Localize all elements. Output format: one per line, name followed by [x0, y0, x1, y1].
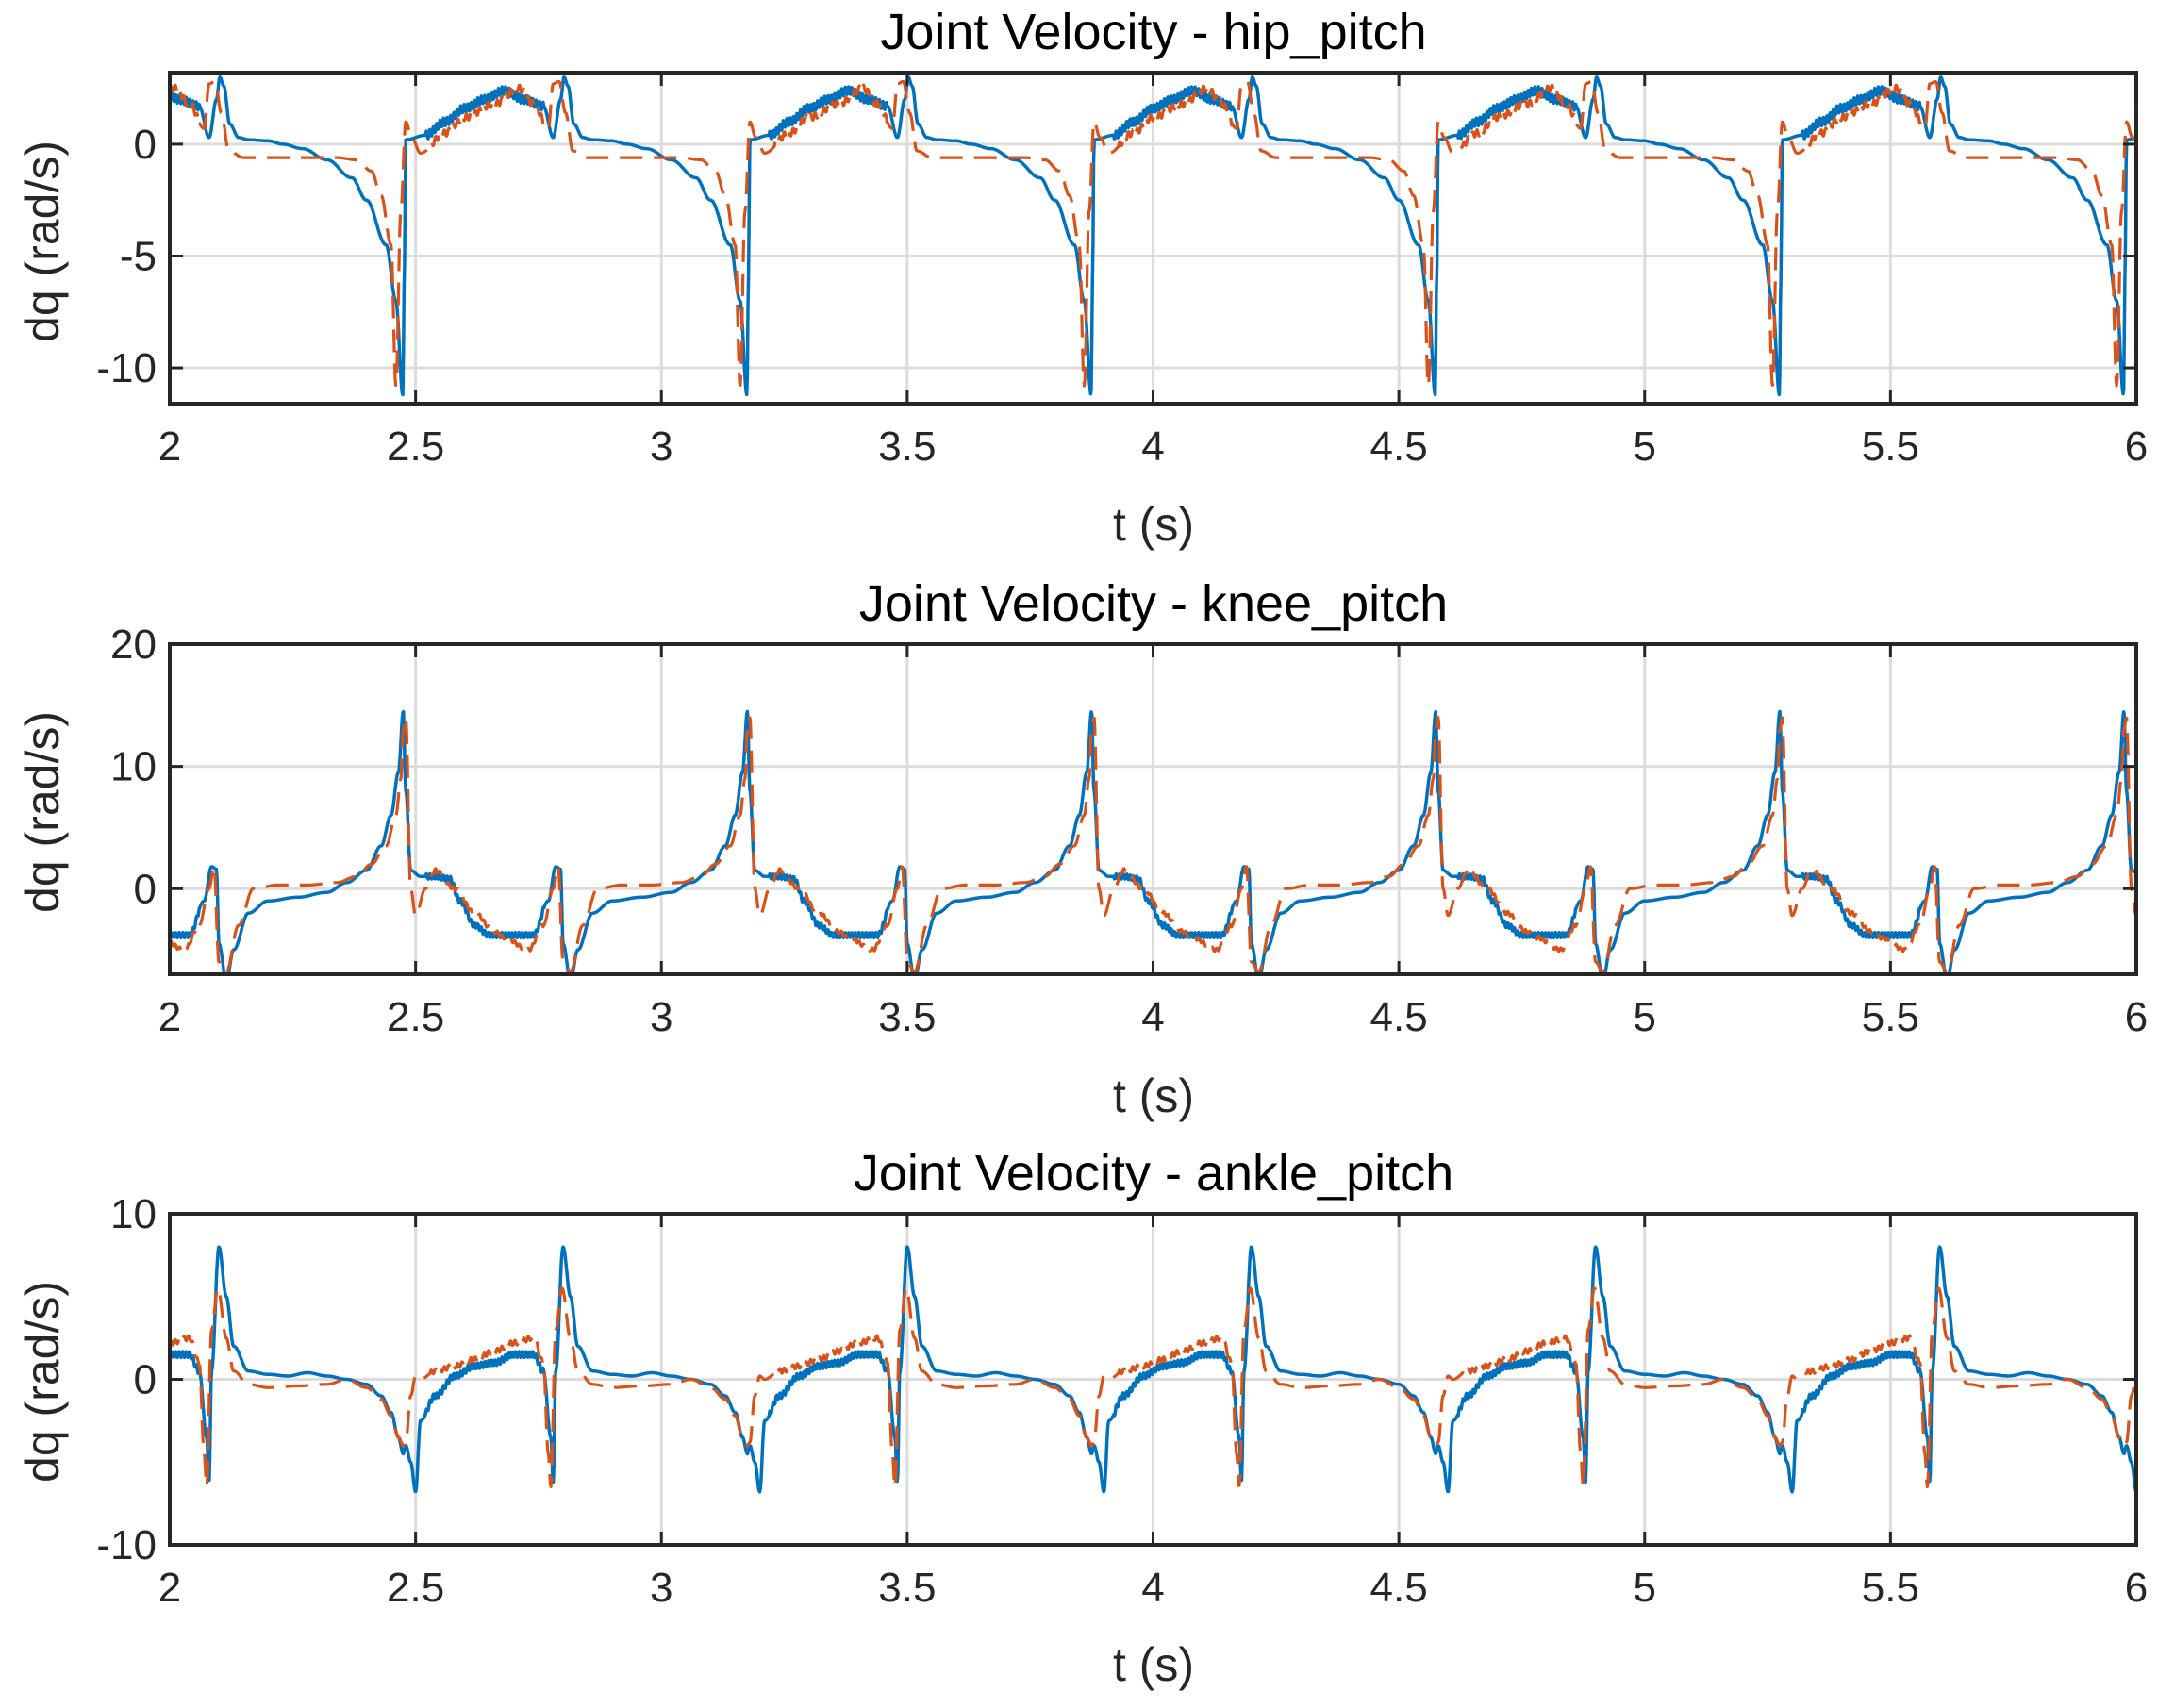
hip-pitch-xlabel: t (s)	[1113, 498, 1194, 551]
ankle-pitch-reference-line	[170, 1286, 2136, 1489]
knee-pitch-xtick-label: 2.5	[387, 994, 444, 1040]
hip-pitch-xtick-label: 3.5	[878, 423, 936, 470]
knee-pitch-panel: Joint Velocity - knee_pitch t (s) dq (ra…	[16, 575, 2148, 1122]
ankle-pitch-xtick-label: 2	[158, 1565, 181, 1611]
knee-pitch-ylabel: dq (rad/s)	[16, 711, 69, 913]
hip-pitch-ytick-label: 0	[134, 122, 157, 168]
knee-pitch-xtick-label: 4	[1141, 994, 1164, 1040]
ankle-pitch-ytick-label: 10	[110, 1191, 157, 1237]
knee-pitch-xtick-label: 6	[2125, 994, 2148, 1040]
ankle-pitch-xtick-label: 4.5	[1370, 1565, 1428, 1611]
hip-pitch-title: Joint Velocity - hip_pitch	[880, 4, 1426, 60]
hip-pitch-panel: Joint Velocity - hip_pitch t (s) dq (rad…	[16, 4, 2148, 551]
ankle-pitch-xtick-label: 4	[1141, 1565, 1164, 1611]
ankle-pitch-title: Joint Velocity - ankle_pitch	[854, 1145, 1453, 1202]
ankle-pitch-xtick-label: 5	[1634, 1565, 1656, 1611]
ankle-pitch-xtick-label: 5.5	[1862, 1565, 1919, 1611]
hip-pitch-xtick-label: 6	[2125, 423, 2148, 470]
knee-pitch-ytick-label: 20	[110, 622, 157, 668]
hip-pitch-ytick-label: -5	[120, 233, 157, 279]
hip-pitch-xtick-label: 3	[650, 423, 672, 470]
knee-pitch-reference-line	[170, 716, 2136, 974]
hip-pitch-xtick-label: 4.5	[1370, 423, 1428, 470]
knee-pitch-xtick-label: 3	[650, 994, 672, 1040]
ankle-pitch-measured-line	[170, 1245, 2136, 1494]
knee-pitch-xlabel: t (s)	[1113, 1070, 1194, 1122]
hip-pitch-xtick-label: 2.5	[387, 423, 444, 470]
ankle-pitch-ytick-label: 0	[134, 1357, 157, 1403]
hip-pitch-measured-line	[170, 75, 2136, 397]
knee-pitch-xtick-label: 5	[1634, 994, 1656, 1040]
hip-pitch-xtick-label: 5	[1634, 423, 1656, 470]
knee-pitch-ytick-label: 0	[134, 866, 157, 912]
hip-pitch-xtick-label: 2	[158, 423, 181, 470]
hip-pitch-xtick-label: 4	[1141, 423, 1164, 470]
ankle-pitch-xtick-label: 6	[2125, 1565, 2148, 1611]
ankle-pitch-xtick-label: 3.5	[878, 1565, 936, 1611]
hip-pitch-ylabel: dq (rad/s)	[16, 141, 69, 342]
ankle-pitch-xtick-label: 2.5	[387, 1565, 444, 1611]
hip-pitch-ytick-label: -10	[96, 345, 157, 391]
ankle-pitch-panel: Joint Velocity - ankle_pitch t (s) dq (r…	[16, 1145, 2148, 1691]
ankle-pitch-ylabel: dq (rad/s)	[16, 1281, 69, 1483]
knee-pitch-title: Joint Velocity - knee_pitch	[859, 575, 1448, 632]
knee-pitch-xtick-label: 3.5	[878, 994, 936, 1040]
hip-pitch-xtick-label: 5.5	[1862, 423, 1919, 470]
ankle-pitch-xlabel: t (s)	[1113, 1638, 1194, 1691]
hip-pitch-reference-line	[170, 79, 2136, 388]
knee-pitch-ytick-label: 10	[110, 744, 157, 790]
knee-pitch-xtick-label: 2	[158, 994, 181, 1040]
knee-pitch-xtick-label: 4.5	[1370, 994, 1428, 1040]
knee-pitch-xtick-label: 5.5	[1862, 994, 1919, 1040]
ankle-pitch-ytick-label: -10	[96, 1522, 157, 1568]
ankle-pitch-xtick-label: 3	[650, 1565, 672, 1611]
